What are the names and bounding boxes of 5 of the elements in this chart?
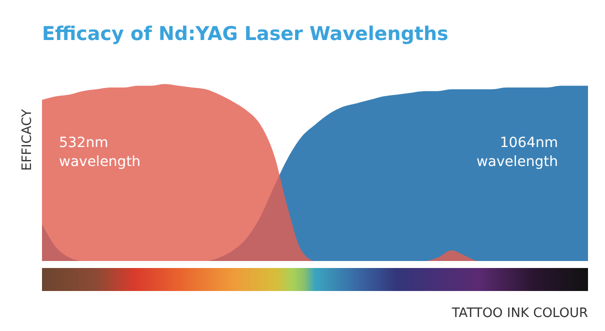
series-label: 1064nm wavelength [476,135,558,170]
series-label: 532nm wavelength [59,135,141,170]
chart-title: Efficacy of Nd:YAG Laser Wavelengths [42,23,448,45]
x-axis-title: TATTOO INK COLOUR [450,306,588,321]
y-axis-title: EFFICACY [20,109,35,171]
